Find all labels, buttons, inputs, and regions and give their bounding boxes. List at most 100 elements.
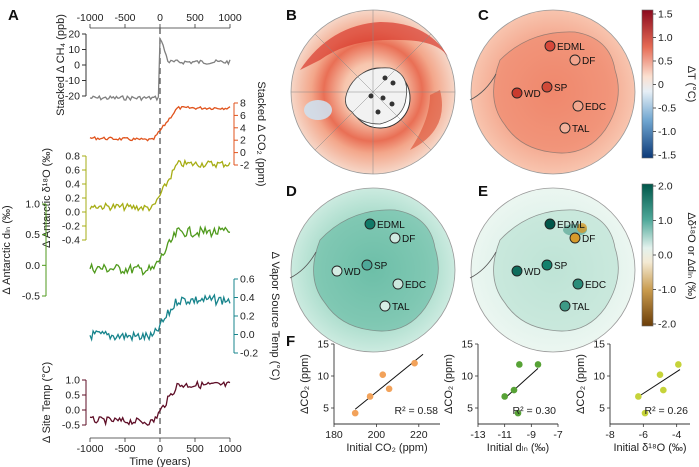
site-label-edc: EDC	[585, 102, 606, 113]
dln-tick-label: 1.0	[25, 199, 40, 211]
scatter-x-tick-label: -13	[470, 429, 485, 441]
scatter-r2-annotation: R² = 0.26	[645, 405, 689, 417]
series-ch4-line	[89, 36, 231, 102]
d18o-tick-label: -0.4	[62, 235, 80, 247]
d18o-tick-label: 0.2	[65, 193, 80, 205]
scatter-y-tick-label: 10	[461, 371, 473, 383]
site-marker-edml	[544, 40, 556, 52]
scatter-x-axis-title: Initial δ¹⁸O (‰)	[613, 442, 686, 454]
x-axis-title: Time (years)	[129, 456, 190, 467]
scatter-y-tick-label: 15	[461, 339, 473, 351]
colorbar-tick-label: -1.0	[658, 284, 676, 296]
d18o-tick-label: 0.8	[65, 151, 80, 163]
colorbar-tick-label: -1.0	[658, 126, 676, 138]
vapor-tick-label: 0.0	[240, 329, 255, 341]
co2-tick-label: 8	[240, 98, 246, 110]
panel-label-a: A	[8, 7, 19, 24]
scatter-point	[379, 371, 387, 379]
bottom-axis-tick-label: -1000	[77, 443, 104, 455]
ch4-tick-label: -20	[65, 91, 80, 103]
site-marker-wd	[331, 265, 343, 277]
colorbar-tick-label: 0.0	[658, 250, 673, 262]
site-label-tal: TAL	[572, 302, 590, 313]
colorbar-tick-label: 0.5	[658, 56, 673, 68]
top-axis-tick-label: 0	[157, 12, 163, 24]
map-c-antarctic-temperature: EDML DF WD SP EDC TAL	[469, 9, 636, 175]
scatter-x-tick-label: 200	[368, 429, 386, 441]
panel-label-b: B	[286, 7, 297, 24]
co2-tick-label: 2	[240, 135, 246, 147]
scatter-y-tick-label: 10	[317, 371, 329, 383]
scatter-y-axis-title: ΔCO₂ (ppm)	[575, 354, 587, 414]
site-label-edc: EDC	[405, 280, 426, 291]
dln-tick-label: -0.5	[22, 291, 40, 303]
scatter-point	[510, 386, 518, 394]
site-temp-axis-title: Δ Site Temp (°C)	[41, 362, 53, 443]
scatter-y-tick-label: 5	[467, 403, 473, 415]
scatter-x-axis-title: Initial CO₂ (ppm)	[346, 442, 427, 454]
site-temp-tick-label: 1.0	[65, 375, 80, 387]
scatter-fit-line	[504, 367, 539, 399]
scatter-point	[501, 393, 508, 400]
colorbar-tick-label: 1.0	[658, 32, 673, 44]
co2-axis-title: Stacked Δ CO₂ (ppm)	[255, 81, 267, 186]
scatter-r2-annotation: R² = 0.58	[395, 405, 439, 417]
scatter-x-tick-label: -11	[497, 429, 512, 441]
scatter-point	[516, 361, 523, 368]
scatter-point	[660, 386, 667, 394]
series-d18o-line	[89, 158, 231, 213]
vapor-axis-title: Δ Vapor Source Temp (°C)	[269, 252, 281, 381]
scatter-x-tick-label: -8	[605, 429, 614, 441]
bottom-axis-tick-label: 1000	[218, 443, 242, 455]
scatter-point	[534, 361, 542, 368]
scatter-y-tick-label: 15	[593, 339, 605, 351]
vapor-tick-label: -0.2	[240, 348, 258, 360]
scatter-plot-f2: 15 10 5 -13 -11 -9 -7 Initial dₗₙ (‰) ΔCO₂ (ppm)…	[443, 339, 563, 455]
scatter-y-tick-label: 10	[593, 371, 605, 383]
site-marker-edml	[364, 218, 376, 230]
site-marker-edc	[392, 278, 404, 290]
panel-a-time-series: A -1000 -500 0 500 1000-1000 -500 0 500 1000Time…	[1, 7, 281, 467]
ch4-tick-label: -10	[65, 75, 80, 87]
site-marker-tal	[379, 300, 391, 312]
scatter-point	[514, 409, 522, 417]
panel-label-d: D	[286, 183, 297, 200]
colorbar-temperature-label: ΔT (°C)	[685, 66, 697, 103]
site-label-sp: SP	[554, 261, 568, 272]
panel-label-f: F	[286, 333, 295, 350]
series-vapor-line	[89, 293, 231, 343]
site-label-tal: TAL	[572, 124, 590, 135]
dln-tick-label: 0.0	[25, 260, 40, 272]
scatter-x-tick-label: -9	[527, 429, 536, 441]
site-label-wd: WD	[524, 89, 541, 100]
scatter-x-tick-label: -7	[553, 429, 562, 441]
colorbar-tick-label: 1.5	[658, 9, 673, 21]
series-dln-line	[89, 225, 231, 276]
vapor-tick-label: 0.2	[240, 311, 255, 323]
scatter-point	[656, 371, 664, 379]
top-axis-tick-label: -1000	[77, 12, 104, 24]
site-temp-tick-label: 0.5	[65, 390, 80, 402]
site-marker-df	[569, 54, 581, 66]
site-marker-edml	[544, 218, 556, 230]
d18o-tick-label: 0.6	[65, 165, 80, 177]
map-b-southern-hemisphere-temperature	[290, 9, 456, 175]
site-label-edc: EDC	[585, 280, 606, 291]
colorbar-isotope-label: Δδ¹⁸O or Δdₗₙ (‰)	[685, 212, 697, 299]
site-marker-sp	[541, 81, 553, 93]
site-label-tal: TAL	[392, 302, 410, 313]
scatter-y-tick-label: 5	[599, 403, 605, 415]
scatter-point	[675, 361, 682, 368]
site-marker-wd	[511, 265, 523, 277]
co2-tick-label: 0	[240, 147, 246, 159]
colorbar-tick-label: -0.5	[658, 103, 676, 115]
top-axis-tick-label: 500	[186, 12, 204, 24]
site-temp-tick-label: -0.5	[62, 420, 80, 432]
scatter-y-axis-title: ΔCO₂ (ppm)	[443, 354, 455, 414]
scatter-point	[641, 409, 649, 417]
site-marker-tal	[559, 300, 571, 312]
d18o-axis-title: Δ Antarctic δ¹⁸O (‰)	[41, 148, 53, 248]
scatter-y-tick-label: 15	[317, 339, 329, 351]
